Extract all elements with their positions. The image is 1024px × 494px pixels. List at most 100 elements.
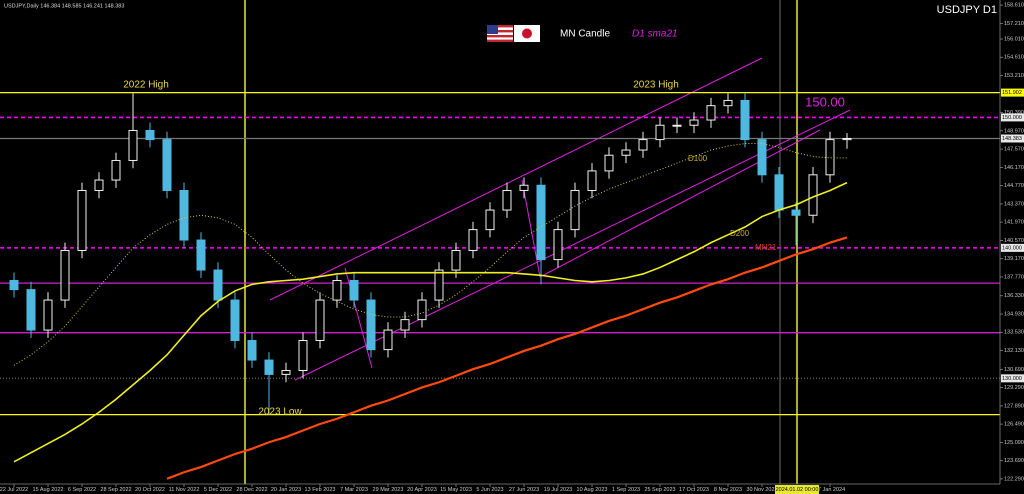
series-line (13, 181, 848, 463)
candle-body (128, 129, 138, 161)
series-line (166, 236, 848, 480)
candle-body (808, 174, 818, 216)
price-label: 151.902 (1002, 90, 1022, 96)
candle-body (740, 99, 750, 141)
candle-body (400, 319, 410, 331)
y-tick-label: 157.210 (1004, 21, 1024, 27)
candle-body (791, 209, 801, 216)
candle-body (264, 359, 274, 375)
flags (487, 25, 540, 42)
candle-body (9, 279, 19, 291)
candle-body (825, 139, 835, 176)
candle-body (774, 174, 784, 211)
x-tick-label: 15 May 2023 (440, 487, 472, 493)
trend-line (521, 179, 541, 278)
annotation: MN21 (755, 243, 777, 252)
y-tick-label: 136.330 (1004, 293, 1024, 299)
annotation: D200 (730, 229, 750, 238)
candle-body (451, 249, 461, 271)
candle-body (655, 124, 665, 141)
candle-body (26, 289, 36, 331)
x-tick-label: 15 Aug 2022 (33, 487, 64, 493)
x-tick-label: 22 Jul 2022 (0, 487, 28, 493)
candle-body (536, 184, 546, 261)
y-tick-label: 127.890 (1004, 403, 1024, 409)
x-tick-label: 1 Sep 2023 (612, 487, 640, 493)
candle-body (587, 170, 597, 191)
price-label: 130.000 (1002, 376, 1022, 382)
candle-body (247, 339, 257, 361)
y-tick-label: 125.090 (1004, 440, 1024, 446)
candle-body (570, 189, 580, 231)
candle-body (638, 139, 648, 151)
candle-body (553, 229, 563, 261)
y-tick-label: 148.970 (1004, 128, 1024, 134)
y-tick-label: 129.290 (1004, 385, 1024, 391)
candle-body (77, 189, 87, 251)
x-tick-label: 10 Aug 2023 (577, 487, 608, 493)
candle-body (485, 209, 495, 231)
x-tick-label: 20 Jan 2023 (271, 487, 301, 493)
price-label: 140.000 (1002, 245, 1022, 251)
candle-body (706, 105, 716, 121)
candle-body (230, 299, 240, 341)
annotation: D100 (688, 154, 708, 163)
x-tick-label: 13 Feb 2023 (305, 487, 336, 493)
us-stripe (487, 30, 513, 33)
candle-body (723, 99, 733, 107)
price-label-box (1001, 374, 1024, 383)
y-tick-label: 143.370 (1004, 201, 1024, 207)
header: USDJPY,Daily 146.384 148.585 146.241 148… (4, 3, 124, 9)
y-tick-label: 122.290 (1004, 476, 1024, 482)
x-tick-label: 5 Jun 2023 (476, 487, 503, 493)
y-tick-label: 153.210 (1004, 73, 1024, 79)
crosshair-box (775, 485, 819, 494)
us-stripe (487, 39, 513, 42)
candle-body (434, 269, 444, 301)
legend-label: MN Candle (560, 29, 610, 40)
candle-body (417, 299, 427, 321)
candle-body (315, 299, 325, 341)
y-tick-label: 141.970 (1004, 220, 1024, 226)
x-tick-label: 17 Oct 2023 (679, 487, 709, 493)
crosshair-label: 2024.01.02 00:00 (776, 487, 819, 493)
x-tick-label: 19 Jul 2023 (544, 487, 572, 493)
y-tick-label: 154.610 (1004, 55, 1024, 61)
x-tick-label: 11 Nov 2022 (169, 487, 200, 493)
x-tick-label: 8 Nov 2023 (714, 487, 742, 493)
y-tick-label: 150.390 (1004, 110, 1024, 116)
y-tick-label: 126.490 (1004, 422, 1024, 428)
candle-body (179, 189, 189, 241)
candle-body (111, 159, 121, 181)
x-tick-label: 20 Apr 2023 (407, 487, 437, 493)
series-line (13, 143, 847, 366)
candle-body (298, 339, 308, 372)
annotation: 2022 High (123, 80, 169, 91)
x-tick-label: 28 Sep 2022 (100, 487, 131, 493)
us-stripe (487, 35, 513, 38)
candle-body (366, 299, 376, 351)
candle-body (468, 229, 478, 251)
x-tick-label: 30 Nov 2023 (746, 487, 777, 493)
x-tick-label: 17 Jan 2024 (815, 487, 845, 493)
price-label-box (1001, 134, 1024, 143)
candle-body (621, 149, 631, 156)
y-tick-label: 156.010 (1004, 36, 1024, 42)
x-tick-label: 20 Oct 2022 (135, 487, 165, 493)
candle-body (349, 279, 359, 301)
y-tick-label: 158.610 (1004, 3, 1024, 9)
annotation: 2023 Low (258, 407, 302, 418)
y-tick-label: 146.170 (1004, 165, 1024, 171)
y-tick-label: 147.570 (1004, 147, 1024, 153)
us-canton (487, 25, 498, 34)
candle-body (842, 138, 852, 141)
y-tick-label: 140.570 (1004, 238, 1024, 244)
y-tick-label: 144.770 (1004, 183, 1024, 189)
y-tick-label: 137.770 (1004, 274, 1024, 280)
annotation: 2023 High (633, 80, 679, 91)
candle-body (60, 249, 70, 301)
us-stripe (487, 25, 513, 28)
y-tick-label: 134.930 (1004, 311, 1024, 317)
x-tick-label: 28 Dec 2022 (236, 487, 267, 493)
